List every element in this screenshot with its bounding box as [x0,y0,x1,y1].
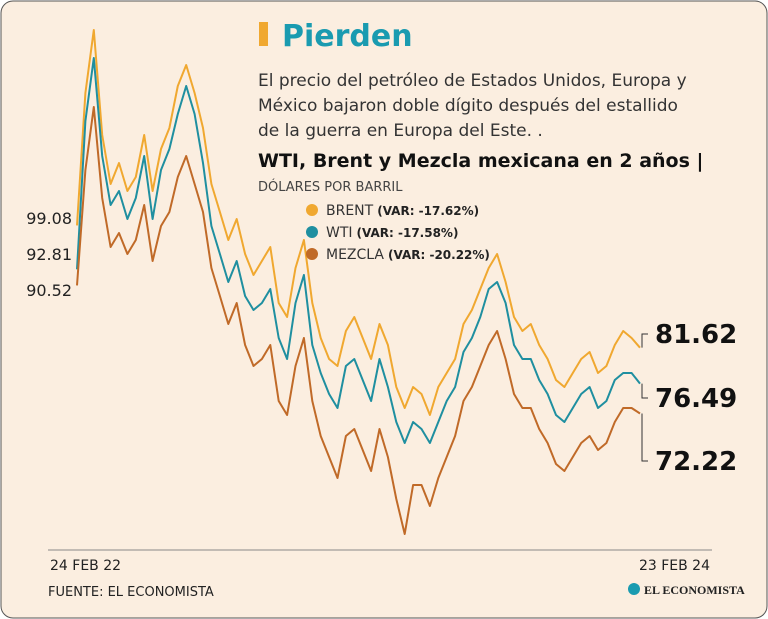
end-bracket [641,383,648,399]
series-line [76,29,641,416]
logo-icon [628,583,640,595]
x-tick-label: 24 FEB 22 [50,558,121,574]
end-value-label: 81.62 [655,320,737,350]
legend-detail: (VAR: -17.58%) [357,226,459,240]
legend-detail: (VAR: -20.22%) [388,248,490,262]
legend-detail: (VAR: -17.62%) [377,204,479,218]
subtitle: El precio del petróleo de Estados Unidos… [258,71,687,91]
title-marker [259,22,268,46]
end-value-label: 72.22 [655,447,737,477]
subtitle: México bajaron doble dígito después del … [258,96,678,116]
end-value-label: 76.49 [655,384,737,414]
x-tick-label: 23 FEB 24 [639,558,710,574]
legend-marker [306,204,318,216]
logo: EL ECONOMISTA [644,583,745,597]
legend-marker [306,226,318,238]
start-value-label: 92.81 [26,245,72,264]
series-line [76,106,641,535]
legend-marker [306,248,318,260]
start-value-label: 99.08 [26,209,72,228]
subtitle: de la guerra en Europa del Este. . [258,121,543,141]
end-bracket [641,413,648,462]
legend-label: BRENT [326,203,374,219]
source: FUENTE: EL ECONOMISTA [48,585,214,600]
heading: WTI, Brent y Mezcla mexicana en 2 años | [258,150,703,172]
y-label: DÓLARES POR BARRIL [258,179,403,195]
series-line [76,57,641,444]
end-bracket [641,333,648,348]
legend-label: WTI [326,225,353,241]
start-value-label: 90.52 [26,281,72,300]
chart-title: Pierden [282,19,413,54]
legend-label: MEZCLA [326,247,384,263]
